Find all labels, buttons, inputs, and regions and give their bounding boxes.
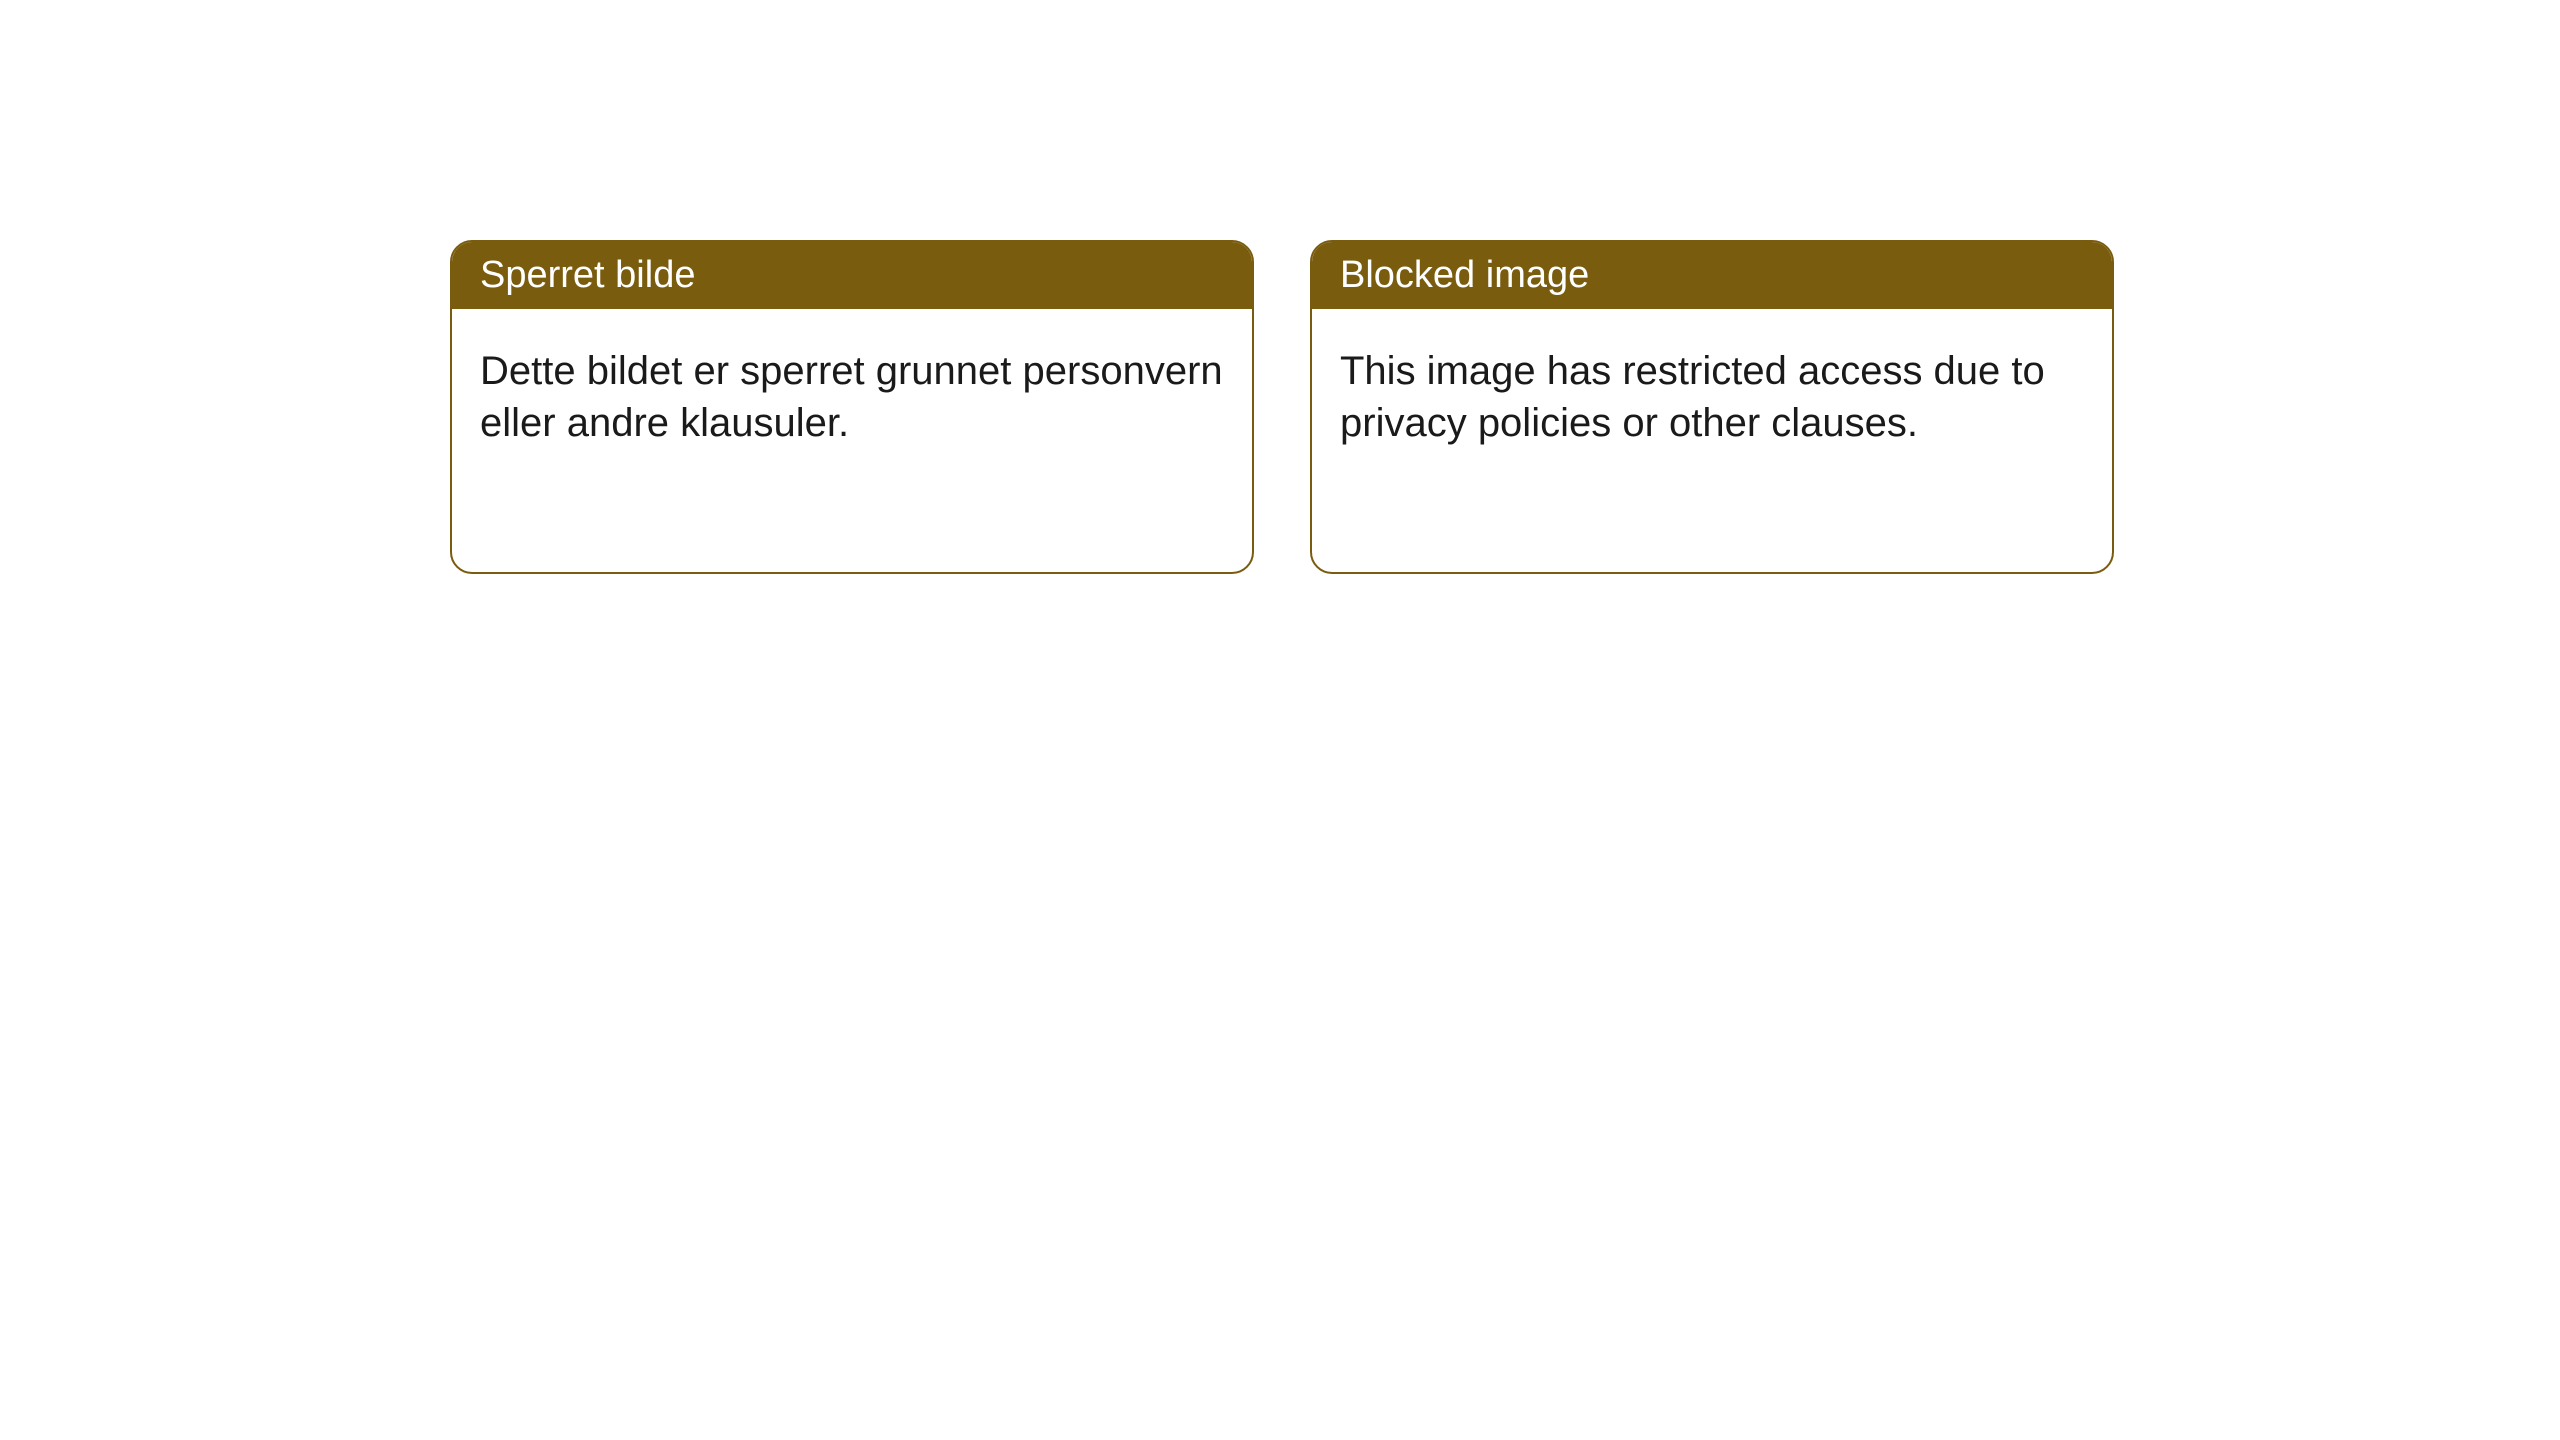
notice-body: This image has restricted access due to … — [1312, 309, 2112, 485]
notice-box-norwegian: Sperret bilde Dette bildet er sperret gr… — [450, 240, 1254, 574]
notice-header: Sperret bilde — [452, 242, 1252, 309]
notice-container: Sperret bilde Dette bildet er sperret gr… — [0, 0, 2560, 574]
notice-title: Blocked image — [1340, 254, 1589, 296]
notice-title: Sperret bilde — [480, 254, 695, 296]
notice-body-text: Dette bildet er sperret grunnet personve… — [480, 349, 1223, 445]
notice-body-text: This image has restricted access due to … — [1340, 349, 2045, 445]
notice-header: Blocked image — [1312, 242, 2112, 309]
notice-body: Dette bildet er sperret grunnet personve… — [452, 309, 1252, 485]
notice-box-english: Blocked image This image has restricted … — [1310, 240, 2114, 574]
